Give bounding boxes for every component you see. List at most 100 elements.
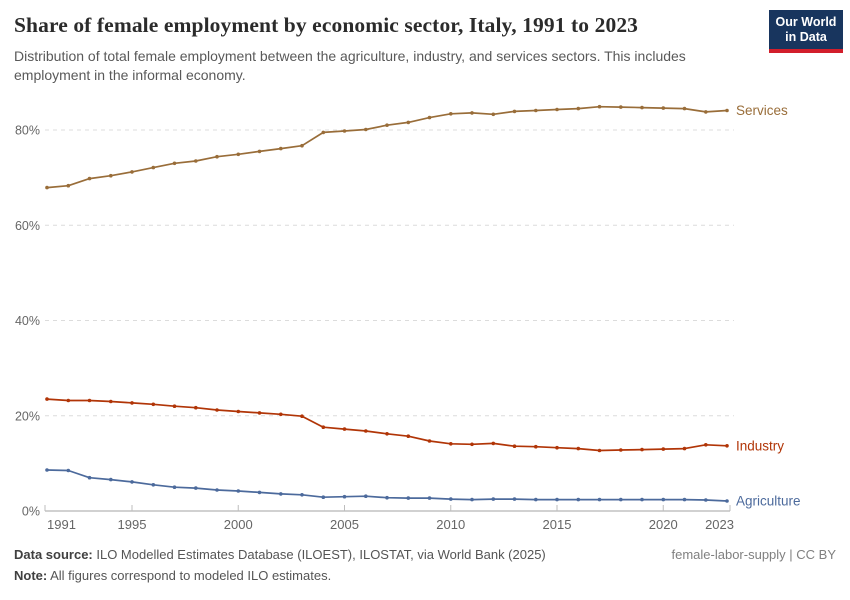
- series-point-services: [555, 107, 559, 112]
- page-title: Share of female employment by economic s…: [14, 13, 639, 37]
- series-point-industry: [725, 444, 729, 448]
- series-point-services: [342, 129, 347, 133]
- x-axis-tick-label: 2010: [436, 517, 465, 532]
- series-point-industry: [257, 411, 262, 415]
- series-point-industry: [194, 405, 198, 410]
- series-point-industry: [512, 444, 517, 449]
- series-point-services: [619, 105, 623, 109]
- chart-header: Share of female employment by economic s…: [14, 13, 759, 86]
- series-point-services: [109, 173, 113, 178]
- x-axis-tick-label: 1995: [118, 517, 147, 532]
- series-point-industry: [449, 442, 453, 446]
- series-point-agriculture: [534, 497, 538, 502]
- x-axis-tick-label: 2023: [705, 517, 734, 532]
- series-point-agriculture: [321, 495, 326, 500]
- series-point-industry: [619, 448, 623, 452]
- series-point-services: [172, 161, 177, 166]
- series-point-services: [257, 149, 262, 154]
- series-point-agriculture: [194, 486, 198, 490]
- series-point-services: [385, 123, 389, 127]
- series-point-services: [682, 106, 687, 111]
- x-axis-tick-label: 2005: [330, 517, 359, 532]
- series-point-agriculture: [704, 498, 708, 502]
- series-point-services: [449, 112, 453, 116]
- data-source-text: Data source: ILO Modelled Estimates Data…: [14, 547, 546, 562]
- series-point-agriculture: [576, 497, 581, 502]
- series-point-industry: [172, 404, 177, 409]
- series-point-agriculture: [385, 495, 389, 500]
- series-point-industry: [555, 445, 559, 450]
- data-source-label: Data source:: [14, 547, 93, 562]
- series-point-agriculture: [491, 497, 496, 501]
- x-axis-tick-label: 2015: [543, 517, 572, 532]
- series-point-industry: [640, 447, 644, 452]
- series-point-agriculture: [87, 475, 92, 480]
- series-point-agriculture: [512, 497, 517, 501]
- note-text: Note: All figures correspond to modeled …: [14, 568, 332, 583]
- owid-logo[interactable]: Our World in Data: [769, 10, 843, 53]
- owid-logo-line2: in Data: [785, 29, 827, 44]
- note-label: Note:: [14, 568, 48, 583]
- series-point-industry: [491, 441, 496, 446]
- series-point-agriculture: [257, 490, 262, 495]
- series-point-services: [194, 159, 198, 163]
- series-line-industry: [46, 398, 728, 452]
- series-point-industry: [385, 432, 389, 436]
- series-point-services: [66, 183, 71, 188]
- series-point-agriculture: [151, 483, 156, 487]
- series-point-industry: [45, 397, 49, 401]
- series-line-services: [46, 105, 728, 189]
- series-point-services: [279, 146, 283, 151]
- y-axis-tick-label: 40%: [15, 314, 40, 328]
- series-point-agriculture: [640, 497, 644, 502]
- series-point-services: [512, 109, 517, 114]
- series-label-agriculture: Agriculture: [736, 494, 801, 509]
- series-point-agriculture: [619, 497, 623, 502]
- series-point-agriculture: [66, 468, 71, 473]
- series-point-industry: [661, 447, 666, 451]
- series-point-services: [130, 170, 134, 174]
- y-axis-tick-label: 80%: [15, 124, 40, 138]
- license-link[interactable]: female-labor-supply | CC BY: [671, 547, 837, 562]
- series-point-services: [300, 143, 304, 148]
- series-point-industry: [236, 409, 241, 414]
- series-point-agriculture: [172, 485, 177, 490]
- series-label-industry: Industry: [736, 438, 784, 453]
- series-point-services: [45, 185, 49, 190]
- series-point-services: [236, 152, 241, 157]
- series-point-industry: [279, 412, 283, 417]
- series-point-services: [215, 154, 219, 159]
- series-point-services: [704, 110, 708, 114]
- series-point-services: [151, 165, 156, 170]
- series-point-agriculture: [342, 494, 347, 499]
- line-chart: 0% 20% 40% 60% 80% 1991 1995 2000 2005 2010 2015 20…: [15, 103, 801, 532]
- x-axis-tick-label: 2020: [649, 517, 678, 532]
- series-point-industry: [130, 401, 134, 405]
- owid-logo-line1: Our World: [775, 15, 837, 29]
- series-point-agriculture: [661, 497, 666, 502]
- series-point-services: [640, 105, 644, 110]
- series-point-industry: [342, 427, 347, 431]
- series-point-industry: [470, 442, 474, 447]
- series-point-agriculture: [555, 497, 559, 502]
- series-point-industry: [321, 425, 326, 430]
- series-point-agriculture: [236, 489, 241, 493]
- series-point-industry: [704, 443, 708, 447]
- series-point-agriculture: [130, 480, 134, 484]
- series-point-industry: [427, 439, 432, 443]
- series-point-services: [406, 120, 411, 125]
- series-point-services: [364, 127, 368, 132]
- series-point-agriculture: [364, 494, 368, 499]
- series-label-services: Services: [736, 103, 788, 118]
- series-point-agriculture: [45, 468, 49, 472]
- series-point-services: [661, 106, 666, 110]
- series-point-services: [597, 104, 602, 109]
- series-point-agriculture: [300, 493, 304, 497]
- series-point-agriculture: [109, 477, 113, 482]
- series-point-industry: [597, 448, 602, 453]
- series-point-industry: [109, 399, 113, 404]
- y-axis-tick-label: 0%: [22, 505, 40, 519]
- y-axis-tick-label: 20%: [15, 409, 40, 423]
- x-axis-tick-label: 2000: [224, 517, 253, 532]
- x-axis-tick-label: 1991: [47, 517, 76, 532]
